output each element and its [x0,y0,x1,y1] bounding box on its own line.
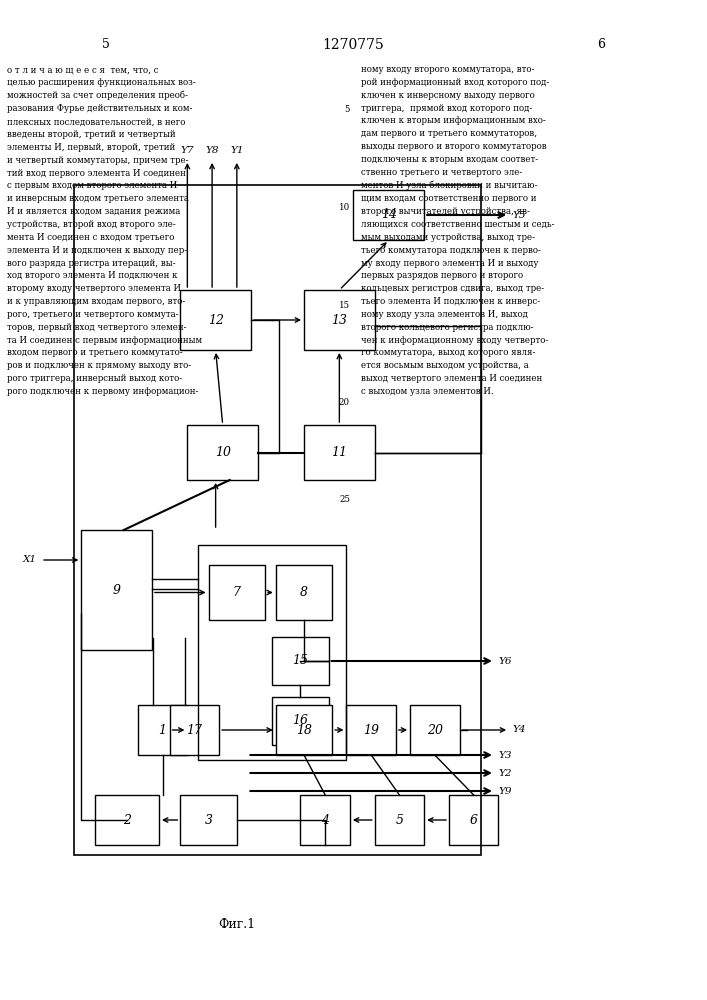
Text: 5: 5 [102,38,110,51]
Text: 2: 2 [123,814,132,826]
Text: 20: 20 [339,398,350,407]
Text: Y6: Y6 [498,656,512,666]
FancyBboxPatch shape [138,705,187,755]
FancyBboxPatch shape [180,290,251,350]
Text: 9: 9 [112,584,121,596]
Text: 6: 6 [469,814,478,826]
Text: 14: 14 [381,209,397,222]
FancyBboxPatch shape [272,637,329,685]
Text: 5: 5 [395,814,404,826]
Text: 10: 10 [339,203,350,212]
Text: 3: 3 [204,814,213,826]
Text: Y4: Y4 [513,726,526,734]
FancyBboxPatch shape [95,795,159,845]
Text: Y1: Y1 [230,146,244,155]
FancyBboxPatch shape [304,290,375,350]
Text: 11: 11 [332,446,347,459]
Text: 10: 10 [215,446,230,459]
FancyBboxPatch shape [272,697,329,745]
FancyBboxPatch shape [300,795,350,845]
FancyBboxPatch shape [449,795,498,845]
FancyBboxPatch shape [410,705,460,755]
Text: 16: 16 [293,714,308,728]
FancyBboxPatch shape [209,565,265,620]
Text: Y5: Y5 [513,211,526,220]
Text: Фиг.1: Фиг.1 [218,918,255,932]
Text: о т л и ч а ю щ е е с я  тем, что, с
целью расширения функциональных воз-
можнос: о т л и ч а ю щ е е с я тем, что, с цель… [7,65,202,396]
Text: 1270775: 1270775 [322,38,385,52]
FancyBboxPatch shape [304,425,375,480]
Text: 5: 5 [344,105,350,114]
Text: 19: 19 [363,724,379,736]
Text: 4: 4 [321,814,329,826]
Text: Y3: Y3 [498,750,512,760]
FancyBboxPatch shape [276,705,332,755]
Text: 12: 12 [208,314,223,326]
FancyBboxPatch shape [276,565,332,620]
FancyBboxPatch shape [187,425,258,480]
FancyBboxPatch shape [375,795,424,845]
Text: 13: 13 [332,314,347,326]
Text: 18: 18 [296,724,312,736]
Text: 15: 15 [293,654,308,668]
FancyBboxPatch shape [346,705,396,755]
Text: Y8: Y8 [205,146,219,155]
FancyBboxPatch shape [170,705,219,755]
Text: X1: X1 [23,556,37,564]
Text: ному входу второго коммутатора, вто-
рой информационный вход которого под-
ключе: ному входу второго коммутатора, вто- рой… [361,65,554,396]
FancyBboxPatch shape [81,530,152,650]
Text: 7: 7 [233,586,241,599]
Text: Y7: Y7 [180,146,194,155]
Text: Y2: Y2 [498,768,512,778]
Text: 15: 15 [339,300,350,310]
Text: 8: 8 [300,586,308,599]
Text: Y9: Y9 [498,786,512,796]
Text: 1: 1 [158,724,167,736]
Text: 17: 17 [187,724,202,736]
Text: 6: 6 [597,38,605,51]
FancyBboxPatch shape [354,190,424,240]
Text: 25: 25 [339,495,350,504]
FancyBboxPatch shape [180,795,237,845]
Text: 20: 20 [427,724,443,736]
